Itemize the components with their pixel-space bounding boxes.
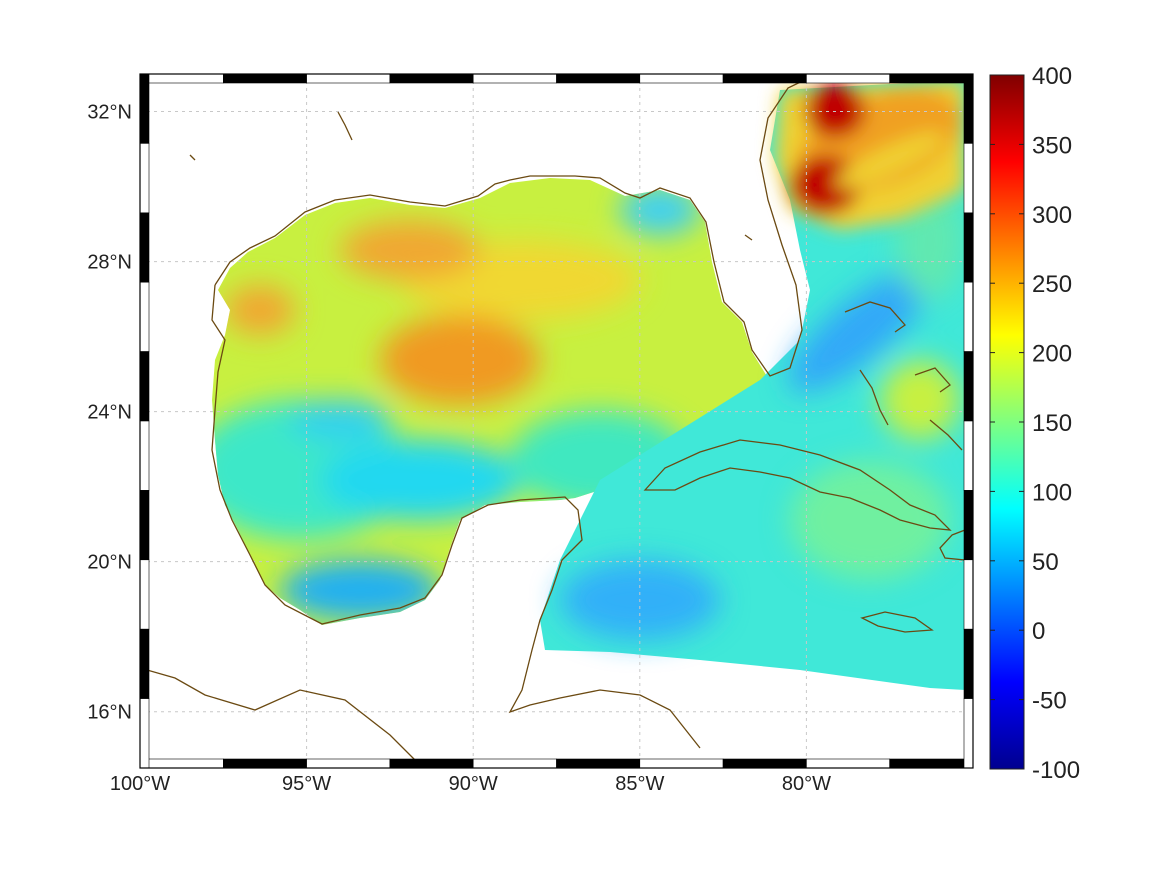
frame-segment	[139, 758, 224, 769]
colorbar-tick-label: 200	[1032, 341, 1072, 368]
colorbar-tick-label: -100	[1032, 757, 1080, 784]
frame-segment	[139, 698, 150, 769]
map-frame	[139, 73, 974, 769]
frame-segment	[963, 698, 974, 769]
lat-tick-label: 32°N	[87, 102, 132, 124]
frame-segment	[556, 73, 641, 84]
frame-segment	[472, 758, 557, 769]
frame-segment	[389, 758, 474, 769]
frame-segment	[963, 212, 974, 283]
frame-outline	[139, 73, 974, 769]
colorbar: 400 350 300 250 200 150 100 50 0 -50 -100	[989, 63, 1080, 784]
colorbar-tick-label: 0	[1032, 618, 1045, 645]
frame-segment	[139, 281, 150, 352]
grid-lines	[140, 74, 973, 768]
lat-tick-label: 24°N	[87, 402, 132, 424]
frame-segment	[556, 758, 641, 769]
frame-segment	[963, 351, 974, 422]
frame-segment	[139, 628, 150, 699]
frame-segment	[963, 420, 974, 491]
lat-tick-label: 28°N	[87, 252, 132, 274]
coastlines	[140, 74, 966, 766]
colorbar-gradient	[990, 75, 1024, 769]
colorbar-tick-label: 150	[1032, 410, 1072, 437]
colorbar-tick-label: 250	[1032, 271, 1072, 298]
frame-segment	[306, 73, 391, 84]
frame-segment	[963, 143, 974, 214]
colorbar-tick-label: 400	[1032, 63, 1072, 90]
colorbar-tick-label: -50	[1032, 688, 1067, 715]
lon-tick-label: 95°W	[282, 773, 331, 795]
frame-segment	[389, 73, 474, 84]
frame-segment	[639, 758, 724, 769]
frame-segment	[722, 73, 807, 84]
frame-segment	[139, 490, 150, 561]
data-field	[212, 80, 965, 690]
lat-tick-label: 16°N	[87, 702, 132, 724]
frame-segment	[963, 281, 974, 352]
frame-segment	[139, 73, 224, 84]
colorbar-ticks: 400 350 300 250 200 150 100 50 0 -50 -100	[989, 63, 1080, 784]
frame-segment	[139, 420, 150, 491]
longitude-labels: 100°W 95°W 90°W 85°W 80°W	[110, 773, 831, 795]
frame-segment	[306, 758, 391, 769]
lon-tick-label: 80°W	[782, 773, 831, 795]
frame-segment	[472, 73, 557, 84]
lon-tick-label: 100°W	[110, 773, 170, 795]
frame-segment	[223, 758, 307, 769]
frame-segment	[889, 73, 974, 84]
frame-segment	[139, 143, 150, 214]
colorbar-tick-label: 350	[1032, 132, 1072, 159]
colorbar-tick-label: 300	[1032, 202, 1072, 229]
lon-tick-label: 90°W	[449, 773, 498, 795]
frame-segment	[963, 628, 974, 699]
frame-segment	[963, 490, 974, 561]
latitude-labels: 32°N 28°N 24°N 20°N 16°N	[87, 102, 132, 724]
frame-segment	[806, 758, 891, 769]
frame-segment	[139, 351, 150, 422]
lat-tick-label: 20°N	[87, 552, 132, 574]
frame-segment	[889, 758, 974, 769]
frame-segment	[639, 73, 724, 84]
frame-segment	[963, 559, 974, 630]
colorbar-outline	[989, 74, 1025, 770]
frame-segment	[806, 73, 891, 84]
frame-segment	[722, 758, 807, 769]
frame-segment	[139, 559, 150, 630]
frame-segment	[139, 73, 150, 144]
frame-segment	[139, 212, 150, 283]
frame-segment	[223, 73, 307, 84]
colorbar-tick-label: 100	[1032, 479, 1072, 506]
frame-segment	[963, 73, 974, 144]
colorbar-tick-label: 50	[1032, 549, 1059, 576]
lon-tick-label: 85°W	[615, 773, 664, 795]
